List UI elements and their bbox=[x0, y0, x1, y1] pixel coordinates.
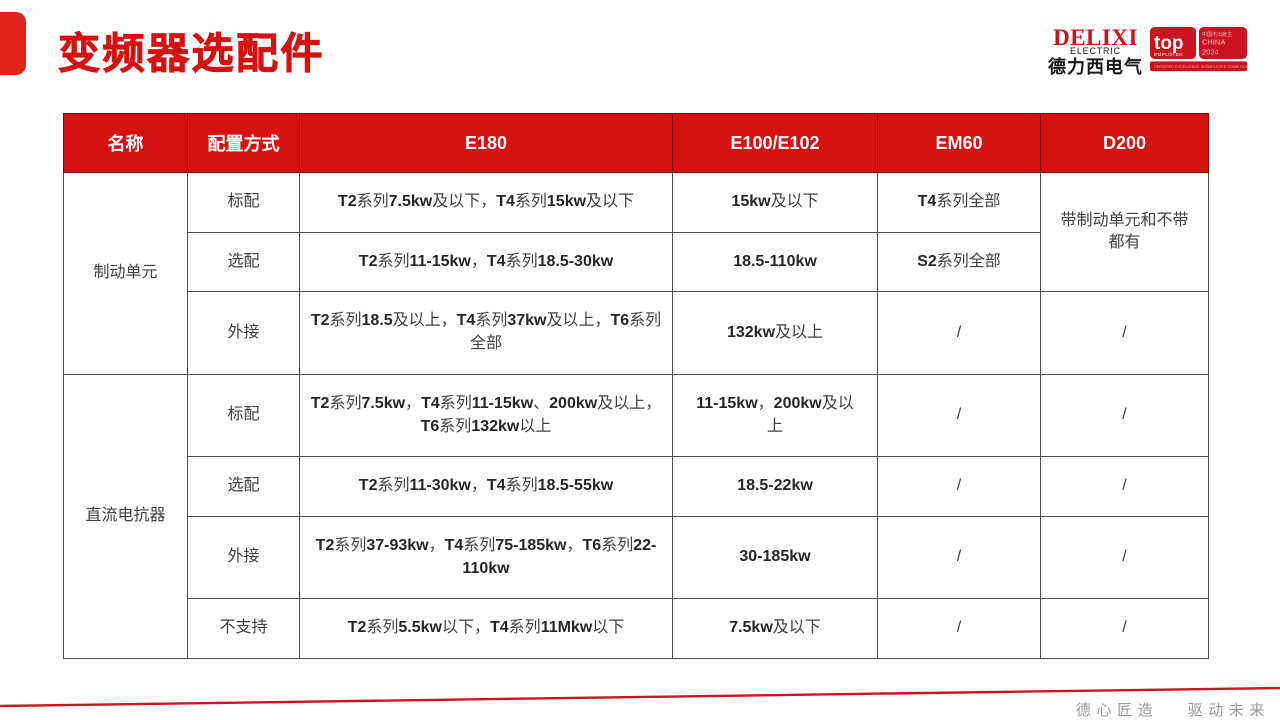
svg-text:CERTIFIED EXCELLENCE IN EMPLOY: CERTIFIED EXCELLENCE IN EMPLOYEE CONDITI… bbox=[1154, 65, 1248, 69]
svg-text:CHINA: CHINA bbox=[1202, 38, 1225, 47]
svg-text:2024: 2024 bbox=[1202, 48, 1219, 57]
svg-text:top: top bbox=[1154, 33, 1184, 54]
svg-text:EMPLOYER: EMPLOYER bbox=[1154, 52, 1183, 58]
